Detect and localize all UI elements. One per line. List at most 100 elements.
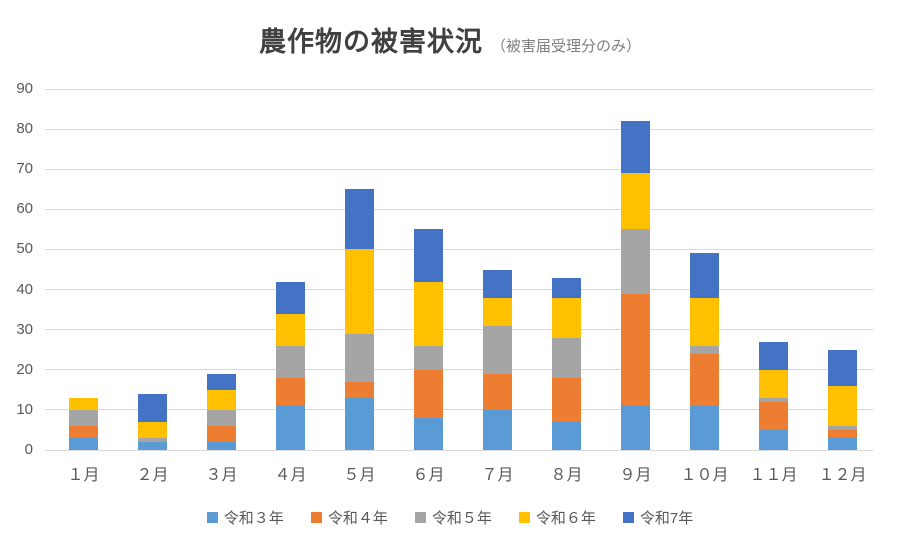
- bar-segment-令和６年-１２月: [828, 385, 857, 426]
- bar-segment-令和５年-１０月: [690, 345, 719, 354]
- x-tick-label: ６月: [412, 467, 445, 484]
- legend-item-令和３年: 令和３年: [206, 507, 284, 528]
- bar-segment-令和５年-７月: [483, 325, 512, 374]
- bar-segment-令和４年-６月: [414, 369, 443, 418]
- y-tick-label: 80: [16, 120, 33, 138]
- legend-item-令和５年: 令和５年: [414, 507, 492, 528]
- legend-swatch-icon: [622, 512, 634, 523]
- bar-segment-令和３年-３月: [207, 441, 236, 450]
- bar-segment-令和６年-１０月: [690, 297, 719, 346]
- bar-segment-令和５年-８月: [552, 337, 581, 378]
- bar-segment-令和３年-８月: [552, 421, 581, 450]
- x-tick-label: ８月: [550, 467, 583, 484]
- bar-segment-令和7年-９月: [621, 121, 650, 174]
- bar-segment-令和３年-１０月: [690, 405, 719, 450]
- bar-segment-令和7年-６月: [414, 229, 443, 282]
- x-tick-label: ７月: [481, 467, 514, 484]
- x-tick-label: ２月: [136, 467, 169, 484]
- bar-segment-令和４年-４月: [276, 377, 305, 406]
- bar-segment-令和４年-１２月: [828, 429, 857, 438]
- y-tick-label: 60: [16, 200, 33, 218]
- bar-segment-令和６年-２月: [138, 421, 167, 438]
- legend-label: 令和６年: [535, 510, 596, 527]
- bar-segment-令和５年-２月: [138, 437, 167, 442]
- bar-segment-令和7年-３月: [207, 373, 236, 390]
- bar-segment-令和５年-９月: [621, 229, 650, 294]
- y-tick-label: 30: [16, 320, 33, 338]
- legend-item-令和６年: 令和６年: [518, 507, 596, 528]
- x-tick-label: ３月: [205, 467, 238, 484]
- x-tick-label: １０月: [680, 467, 729, 484]
- y-tick-label: 20: [16, 360, 33, 378]
- gridline: [45, 369, 873, 371]
- y-tick-label: 70: [16, 160, 33, 178]
- legend-label: 令和7年: [639, 510, 694, 527]
- bar-segment-令和7年-７月: [483, 269, 512, 298]
- bar-segment-令和６年-８月: [552, 297, 581, 338]
- bar-segment-令和４年-７月: [483, 373, 512, 410]
- gridline: [45, 248, 873, 250]
- bar-segment-令和４年-１月: [69, 425, 98, 438]
- chart-title: 農作物の被害状況: [258, 27, 483, 57]
- bar-segment-令和６年-１１月: [759, 369, 788, 398]
- bar-segment-令和３年-５月: [345, 397, 374, 450]
- legend-item-令和7年: 令和7年: [622, 507, 694, 528]
- gridline: [45, 168, 873, 170]
- legend-swatch-icon: [310, 512, 322, 523]
- bar-segment-令和7年-１０月: [690, 253, 719, 298]
- bar-segment-令和３年-７月: [483, 409, 512, 450]
- gridline: [45, 329, 873, 331]
- y-tick-label: 40: [16, 280, 33, 298]
- gridline: [45, 128, 873, 130]
- chart-subtitle: （被害届受理分のみ）: [490, 38, 641, 55]
- chart-title-block: 農作物の被害状況 （被害届受理分のみ）: [0, 20, 900, 59]
- bar-segment-令和３年-９月: [621, 405, 650, 450]
- gridline: [45, 208, 873, 210]
- bar-segment-令和５年-５月: [345, 333, 374, 382]
- bar-segment-令和7年-１１月: [759, 341, 788, 370]
- y-tick-label: 0: [24, 441, 33, 458]
- bar-segment-令和６年-７月: [483, 297, 512, 326]
- bar-segment-令和６年-４月: [276, 313, 305, 346]
- legend-swatch-icon: [414, 512, 426, 523]
- bar-segment-令和４年-３月: [207, 425, 236, 442]
- bar-segment-令和５年-１月: [69, 409, 98, 426]
- bar-segment-令和３年-２月: [138, 441, 167, 450]
- bar-segment-令和６年-５月: [345, 249, 374, 334]
- bar-segment-令和３年-１月: [69, 437, 98, 450]
- bar-segment-令和４年-５月: [345, 381, 374, 398]
- bar-segment-令和４年-１１月: [759, 401, 788, 430]
- legend: 令和３年 令和４年 令和５年 令和６年 令和7年: [0, 507, 900, 528]
- legend-swatch-icon: [206, 512, 218, 523]
- legend-label: 令和５年: [431, 510, 492, 527]
- bar-segment-令和４年-９月: [621, 293, 650, 406]
- legend-label: 令和４年: [327, 510, 388, 527]
- x-tick-label: ４月: [274, 467, 307, 484]
- legend-swatch-icon: [518, 512, 530, 523]
- bar-segment-令和３年-４月: [276, 405, 305, 450]
- bar-segment-令和３年-１２月: [828, 437, 857, 450]
- bar-segment-令和５年-４月: [276, 345, 305, 378]
- bar-segment-令和６年-６月: [414, 281, 443, 346]
- bar-segment-令和５年-１１月: [759, 397, 788, 402]
- bar-segment-令和５年-３月: [207, 409, 236, 426]
- bar-segment-令和４年-８月: [552, 377, 581, 422]
- bar-segment-令和６年-３月: [207, 389, 236, 410]
- y-tick-label: 10: [16, 400, 33, 418]
- legend-label: 令和３年: [223, 510, 284, 527]
- bar-segment-令和３年-６月: [414, 417, 443, 450]
- bar-segment-令和５年-１２月: [828, 425, 857, 430]
- gridline: [45, 289, 873, 291]
- x-tick-label: １１月: [749, 467, 798, 484]
- x-tick-label: １月: [67, 467, 100, 484]
- bar-segment-令和４年-１０月: [690, 353, 719, 406]
- bar-segment-令和６年-９月: [621, 173, 650, 230]
- bar-segment-令和7年-４月: [276, 281, 305, 314]
- x-tick-label: １２月: [818, 467, 867, 484]
- bar-segment-令和３年-１１月: [759, 429, 788, 450]
- x-tick-label: ９月: [619, 467, 652, 484]
- gridline: [45, 409, 873, 411]
- bar-segment-令和7年-８月: [552, 277, 581, 298]
- bar-segment-令和7年-２月: [138, 393, 167, 422]
